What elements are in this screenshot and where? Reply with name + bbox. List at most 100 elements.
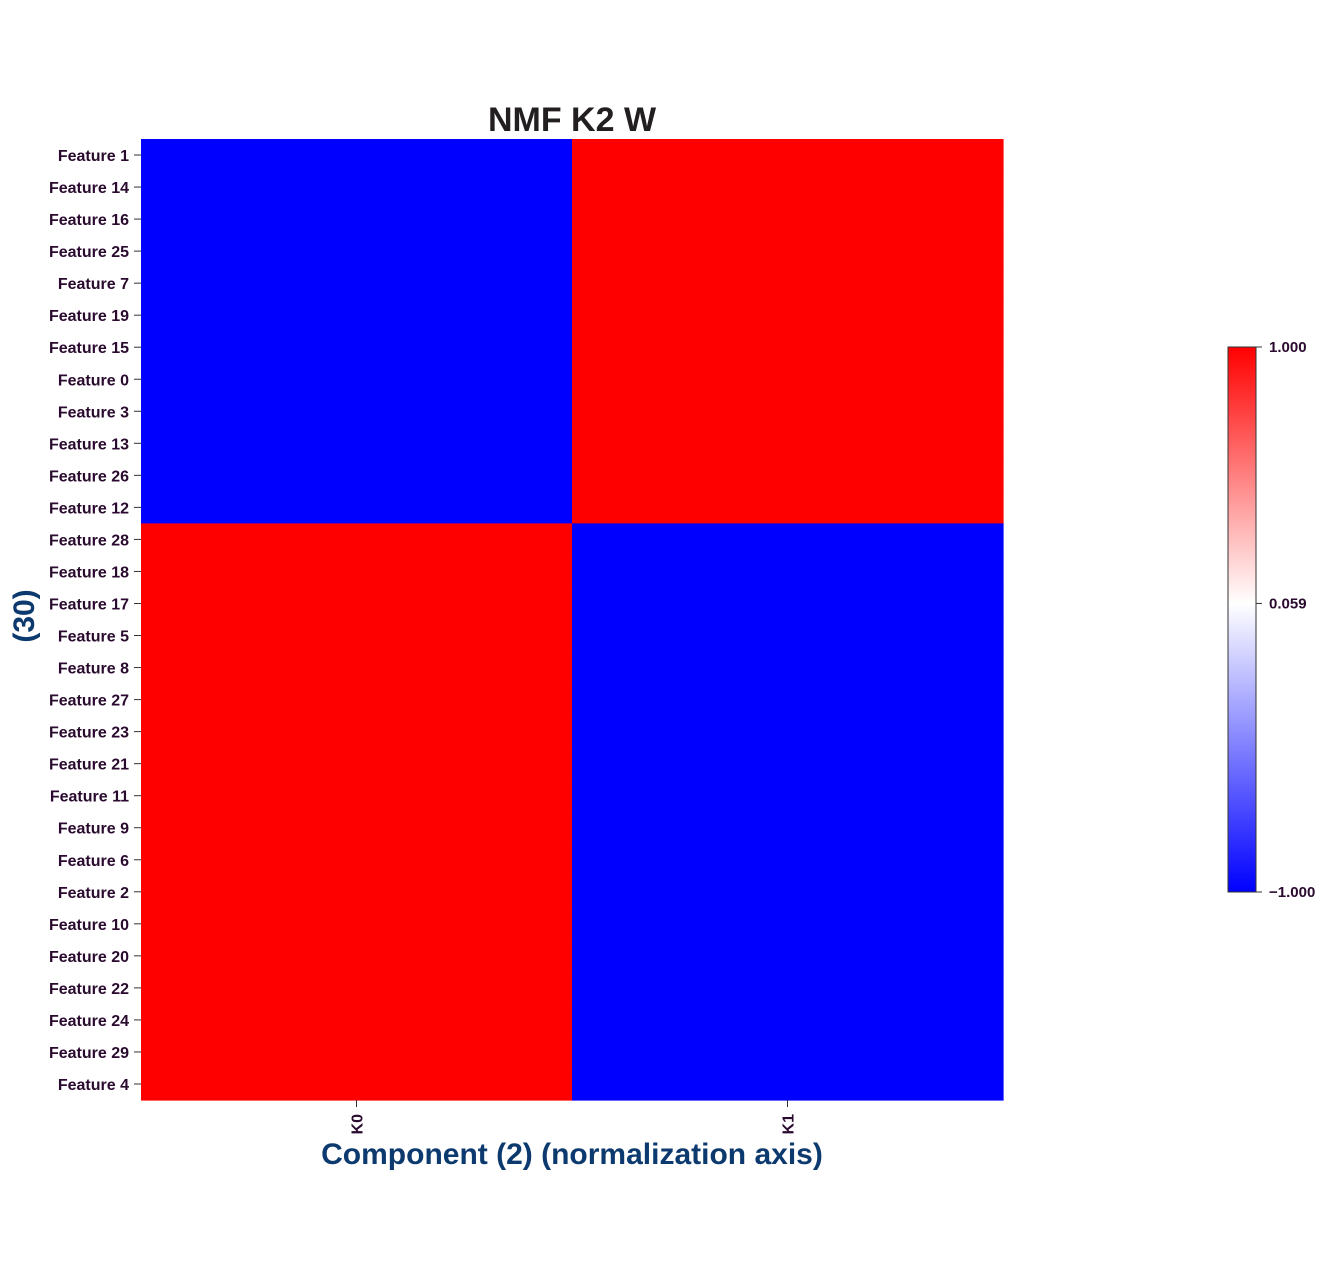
- y-tick-label: Feature 11: [50, 789, 129, 806]
- y-tick-label: Feature 29: [49, 1045, 129, 1062]
- heatmap-cell: [141, 139, 573, 172]
- x-axis-title: Component (2) (normalization axis): [321, 1138, 823, 1171]
- heatmap-cell: [141, 363, 573, 396]
- heatmap-cell: [572, 875, 1004, 909]
- heatmap-cell: [572, 971, 1004, 1005]
- heatmap-cell: [141, 203, 573, 236]
- y-tick-label: Feature 25: [49, 244, 129, 261]
- heatmap-cell: [572, 587, 1004, 621]
- y-tick-label: Feature 15: [49, 340, 129, 357]
- y-tick-label: Feature 23: [49, 725, 129, 742]
- y-tick-label: Feature 10: [49, 917, 129, 934]
- y-tick-label: Feature 4: [58, 1077, 129, 1094]
- heatmap-cell: [141, 715, 573, 749]
- heatmap-cells: [141, 139, 1004, 1101]
- colorbar-tick-label: 0.059: [1269, 595, 1307, 612]
- y-tick-label: Feature 27: [49, 693, 129, 710]
- colorbar-gradient: [1227, 346, 1257, 893]
- heatmap-cell: [141, 1035, 573, 1069]
- y-tick-label: Feature 26: [49, 468, 129, 485]
- heatmap-cell: [572, 523, 1004, 557]
- heatmap-cell: [141, 683, 573, 717]
- y-tick-label: Feature 2: [58, 885, 129, 902]
- heatmap-cell: [572, 715, 1004, 749]
- heatmap-cell: [572, 683, 1004, 717]
- heatmap-cell: [141, 395, 573, 428]
- y-axis-title: (30): [8, 589, 41, 642]
- y-tick-label: Feature 5: [58, 629, 129, 646]
- y-tick-label: Feature 16: [49, 212, 129, 229]
- y-tick-label: Feature 12: [49, 500, 129, 517]
- heatmap-cell: [141, 235, 573, 268]
- y-tick-label: Feature 1: [58, 148, 129, 165]
- y-tick-label: Feature 3: [58, 404, 129, 421]
- heatmap-cell: [141, 779, 573, 813]
- y-tick-label: Feature 20: [49, 949, 129, 966]
- heatmap-cell: [572, 747, 1004, 781]
- heatmap-cell: [572, 491, 1004, 524]
- y-tick-label: Feature 13: [49, 436, 129, 453]
- heatmap-cell: [141, 971, 573, 1005]
- y-tick-label: Feature 17: [49, 596, 129, 613]
- y-tick-label: Feature 9: [58, 821, 129, 838]
- x-tick-label: K0: [350, 1114, 367, 1135]
- heatmap-cell: [572, 459, 1004, 492]
- heatmap-cell: [141, 427, 573, 460]
- heatmap-cell: [141, 523, 573, 557]
- heatmap-cell: [572, 555, 1004, 589]
- heatmap-cell: [572, 171, 1004, 204]
- y-tick-label: Feature 18: [49, 564, 129, 581]
- y-tick-label: Feature 19: [49, 308, 129, 325]
- heatmap-cell: [572, 619, 1004, 653]
- y-tick-label: Feature 14: [49, 180, 129, 197]
- heatmap-cell: [141, 875, 573, 909]
- heatmap-cell: [141, 331, 573, 364]
- heatmap-cell: [141, 267, 573, 300]
- heatmap-cell: [141, 1003, 573, 1037]
- heatmap-cell: [572, 139, 1004, 172]
- heatmap-cell: [141, 939, 573, 973]
- y-tick-label: Feature 8: [58, 661, 129, 678]
- heatmap-cell: [572, 299, 1004, 332]
- heatmap-cell: [141, 299, 573, 332]
- heatmap-cell: [141, 491, 573, 524]
- y-tick-label: Feature 7: [58, 276, 129, 293]
- heatmap-cell: [141, 555, 573, 589]
- heatmap-cell: [141, 619, 573, 653]
- y-tick-label: Feature 21: [49, 757, 129, 774]
- heatmap-cell: [141, 747, 573, 781]
- x-axis-ticks: K0 K1: [350, 1100, 798, 1134]
- y-tick-label: Feature 28: [49, 532, 129, 549]
- heatmap-cell: [572, 1003, 1004, 1037]
- heatmap-cell: [572, 235, 1004, 268]
- heatmap-cell: [141, 171, 573, 204]
- heatmap-cell: [572, 1067, 1004, 1101]
- colorbar-tick-label: 1.000: [1269, 339, 1307, 356]
- heatmap-cell: [141, 843, 573, 877]
- y-tick-label: Feature 0: [58, 372, 129, 389]
- heatmap-cell: [572, 395, 1004, 428]
- y-tick-label: Feature 22: [49, 981, 129, 998]
- heatmap-cell: [141, 1067, 573, 1101]
- heatmap-cell: [572, 779, 1004, 813]
- x-tick-label: K1: [781, 1114, 798, 1135]
- heatmap-cell: [141, 587, 573, 621]
- heatmap-cell: [141, 651, 573, 685]
- heatmap-cell: [572, 907, 1004, 941]
- heatmap-cell: [141, 459, 573, 492]
- heatmap-cell: [572, 331, 1004, 364]
- heatmap-cell: [572, 939, 1004, 973]
- heatmap-cell: [572, 843, 1004, 877]
- heatmap-cell: [572, 1035, 1004, 1069]
- y-tick-label: Feature 6: [58, 853, 129, 870]
- y-axis-ticks: Feature 1 Feature 14 Feature 16 Feature 25 F…: [49, 148, 141, 1094]
- chart-title: NMF K2 W: [488, 101, 657, 139]
- colorbar-tick-label: −1.000: [1269, 884, 1315, 901]
- heatmap-cell: [572, 427, 1004, 460]
- heatmap-cell: [572, 811, 1004, 845]
- heatmap-cell: [572, 267, 1004, 300]
- heatmap-cell: [572, 363, 1004, 396]
- heatmap-cell: [141, 907, 573, 941]
- heatmap-cell: [572, 203, 1004, 236]
